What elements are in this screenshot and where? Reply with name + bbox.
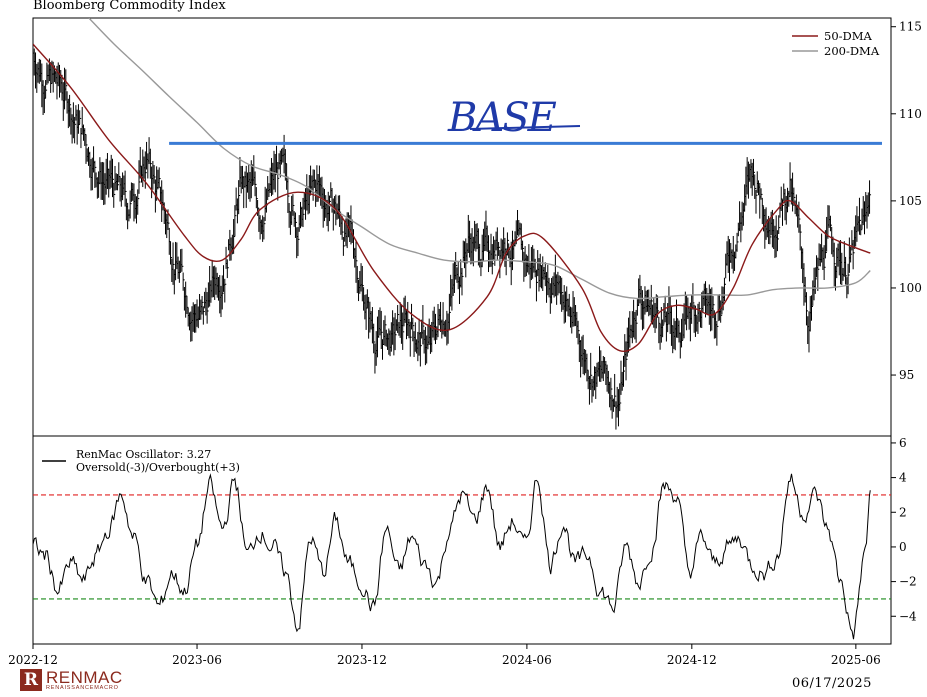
- osc-ytick-label: 4: [899, 471, 907, 485]
- chart-title: Bloomberg Commodity Index: [33, 0, 226, 13]
- dma-50-line: [33, 43, 871, 352]
- xtick-label: 2025-06: [831, 653, 881, 667]
- base-annotation-label: BASE: [447, 95, 557, 141]
- base-annotation-underline: [469, 125, 581, 130]
- price-ytick-label: 95: [899, 368, 914, 382]
- price-ytick-label: 110: [899, 107, 922, 121]
- renmac-logo: R RENMAC RENAISSANCEMACRO: [20, 668, 123, 692]
- legend-label-oscillator: RenMac Oscillator: 3.27: [76, 448, 211, 461]
- osc-ytick-label: 6: [899, 436, 907, 450]
- logo-mark: R: [20, 669, 42, 691]
- xtick-label: 2024-06: [502, 653, 552, 667]
- price-ytick-label: 100: [899, 281, 922, 295]
- logo-text: RENMAC RENAISSANCEMACRO: [46, 669, 123, 692]
- osc-ytick-label: −2: [899, 575, 917, 589]
- price-plot: [33, 18, 882, 430]
- dma-200-line: [88, 18, 871, 300]
- price-ytick-label: 105: [899, 194, 922, 208]
- price-ytick-label: 115: [899, 20, 922, 34]
- legend-label-200-dma: 200-DMA: [824, 44, 880, 58]
- xtick-label: 2023-06: [172, 653, 222, 667]
- price-panel-frame: [32, 17, 892, 437]
- osc-ytick-label: 2: [899, 505, 907, 519]
- logo-subtitle: RENAISSANCEMACRO: [46, 684, 119, 691]
- xtick-label: 2024-12: [667, 653, 717, 667]
- legend-label-oversold-overbought: Oversold(-3)/Overbought(+3): [76, 461, 240, 474]
- logo-name: RENMAC: [46, 667, 123, 687]
- report-date: 06/17/2025: [792, 676, 872, 691]
- xtick-label: 2022-12: [8, 653, 58, 667]
- xtick-label: 2023-12: [337, 653, 387, 667]
- osc-ytick-label: 0: [899, 540, 907, 554]
- oscillator-plot: [33, 473, 891, 640]
- osc-ytick-label: −4: [899, 609, 917, 623]
- oscillator-line: [33, 473, 871, 640]
- legend-label-50-dma: 50-DMA: [824, 29, 873, 43]
- oscillator-panel-frame: [32, 435, 892, 645]
